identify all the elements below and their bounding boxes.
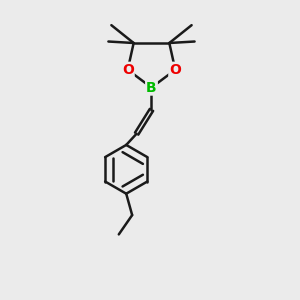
Text: B: B [146,81,157,94]
Text: O: O [122,63,134,77]
Text: O: O [169,63,181,77]
